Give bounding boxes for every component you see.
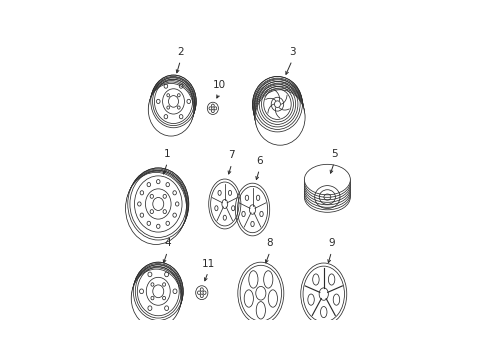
Text: 2: 2 bbox=[177, 47, 184, 57]
Ellipse shape bbox=[125, 172, 187, 244]
Ellipse shape bbox=[149, 81, 195, 133]
Ellipse shape bbox=[304, 177, 350, 207]
Ellipse shape bbox=[131, 269, 181, 327]
Text: 1: 1 bbox=[164, 149, 171, 159]
Ellipse shape bbox=[253, 81, 303, 137]
Ellipse shape bbox=[132, 265, 182, 323]
Ellipse shape bbox=[254, 83, 304, 139]
Ellipse shape bbox=[132, 266, 182, 325]
Ellipse shape bbox=[304, 164, 350, 195]
Text: 11: 11 bbox=[201, 258, 215, 269]
Ellipse shape bbox=[304, 169, 350, 200]
Ellipse shape bbox=[127, 169, 188, 241]
Ellipse shape bbox=[304, 174, 350, 205]
Ellipse shape bbox=[148, 84, 194, 136]
Ellipse shape bbox=[304, 179, 350, 210]
Ellipse shape bbox=[253, 80, 303, 135]
Ellipse shape bbox=[126, 170, 188, 242]
Ellipse shape bbox=[253, 78, 303, 134]
Ellipse shape bbox=[254, 86, 304, 142]
Ellipse shape bbox=[150, 76, 196, 129]
Text: 8: 8 bbox=[267, 238, 273, 248]
Ellipse shape bbox=[132, 268, 182, 326]
Ellipse shape bbox=[148, 82, 194, 135]
Ellipse shape bbox=[304, 182, 350, 212]
Text: 5: 5 bbox=[331, 149, 338, 159]
Text: 10: 10 bbox=[213, 80, 226, 90]
Ellipse shape bbox=[149, 79, 195, 132]
Text: 3: 3 bbox=[289, 47, 295, 57]
Text: 9: 9 bbox=[328, 238, 335, 248]
Ellipse shape bbox=[255, 88, 305, 144]
Ellipse shape bbox=[128, 168, 189, 240]
Text: 6: 6 bbox=[256, 156, 263, 166]
Ellipse shape bbox=[126, 171, 187, 243]
Ellipse shape bbox=[150, 78, 196, 131]
Ellipse shape bbox=[133, 262, 183, 320]
Ellipse shape bbox=[133, 264, 183, 322]
Ellipse shape bbox=[252, 76, 302, 132]
Text: 7: 7 bbox=[228, 150, 235, 161]
Ellipse shape bbox=[254, 85, 304, 140]
Ellipse shape bbox=[304, 172, 350, 202]
Ellipse shape bbox=[304, 167, 350, 197]
Text: 4: 4 bbox=[164, 238, 171, 248]
Ellipse shape bbox=[151, 75, 196, 128]
Ellipse shape bbox=[255, 90, 305, 145]
